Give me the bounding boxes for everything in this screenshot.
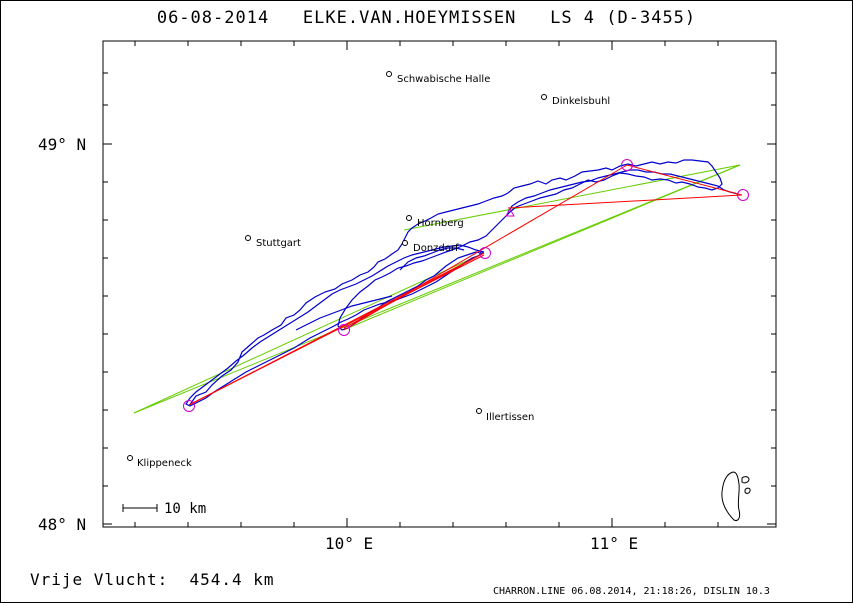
city-label-dinkelsbuhl: Dinkelsbuhl — [552, 96, 610, 107]
city-dot — [245, 235, 251, 241]
flight-date: 06-08-2014 — [156, 8, 270, 28]
city-dot — [476, 408, 482, 414]
map-border — [102, 40, 777, 528]
turnpoint-marker — [183, 400, 195, 412]
city-dot — [402, 240, 408, 246]
turnpoint-marker — [479, 247, 491, 259]
task-route — [188, 164, 743, 406]
glider-id: LS 4 (D-3455) — [550, 8, 697, 28]
city-dot — [386, 71, 392, 77]
software-credit: CHARRON.LINE 06.08.2014, 21:18:26, DISLI… — [493, 586, 770, 597]
turnpoint-marker — [505, 207, 515, 217]
pilot-name: ELKE.VAN.HOEYMISSEN — [302, 8, 517, 28]
distance-value: 454.4 km — [189, 570, 275, 589]
city-label-donzdorf: Donzdorf — [413, 243, 459, 254]
city-markers: Schwabische Halle Dinkelsbuhl Hornberg S… — [127, 71, 610, 469]
lake-outline — [721, 471, 751, 521]
turnpoint-marker — [621, 159, 633, 171]
city-dot — [406, 215, 412, 221]
free-flight-distance: Vrije Vlucht: 454.4 km — [30, 570, 275, 589]
city-label-klippeneck: Klippeneck — [137, 458, 192, 469]
turnpoints — [183, 159, 749, 412]
city-label-stuttgart: Stuttgart — [256, 238, 301, 249]
optimized-route — [133, 164, 741, 414]
flight-title: 06-08-2014 ELKE.VAN.HOEYMISSEN LS 4 (D-3… — [0, 8, 853, 28]
city-dot — [127, 455, 133, 461]
scale-bar — [122, 504, 158, 512]
flight-track — [185, 159, 739, 407]
y-tick-label-48n: 48° N — [38, 515, 86, 534]
turnpoint-marker — [737, 189, 749, 201]
scale-bar-label: 10 km — [164, 501, 206, 517]
city-label-illertissen: Illertissen — [486, 412, 534, 423]
y-tick-label-49n: 49° N — [38, 135, 86, 154]
axis-minor-ticks — [103, 41, 776, 527]
city-dot — [541, 94, 547, 100]
city-label-hornberg: Hornberg — [417, 218, 464, 229]
turnpoint-marker — [338, 324, 350, 336]
x-tick-label-11e: 11° E — [590, 534, 638, 553]
city-label-schwabische-halle: Schwabische Halle — [397, 74, 490, 85]
axis-major-ticks — [103, 41, 776, 527]
x-tick-label-10e: 10° E — [325, 534, 373, 553]
distance-label: Vrije Vlucht: — [30, 570, 169, 589]
